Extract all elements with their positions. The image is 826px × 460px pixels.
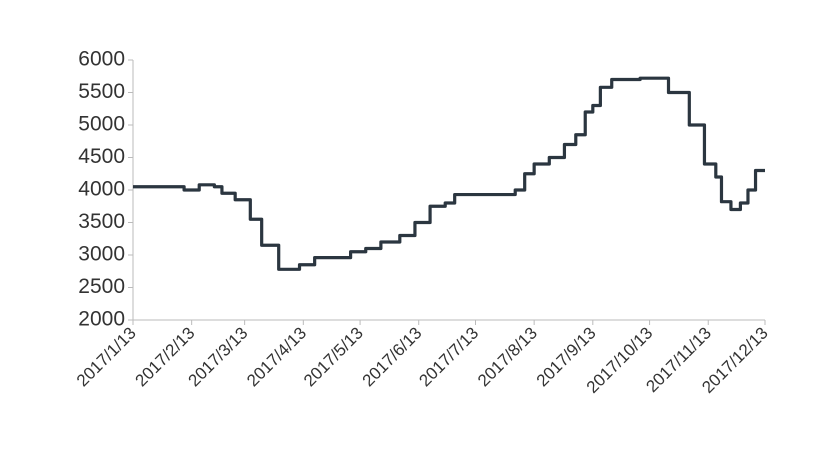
y-tick-label: 5000 bbox=[78, 113, 125, 136]
y-tick-label: 3000 bbox=[78, 243, 125, 266]
x-tick-label: 2017/7/13 bbox=[415, 323, 482, 390]
x-tick-label: 2017/8/13 bbox=[474, 323, 541, 390]
x-tick-label: 2017/4/13 bbox=[243, 323, 310, 390]
y-tick-label: 3500 bbox=[78, 210, 125, 233]
y-tick-label: 6000 bbox=[78, 48, 125, 71]
y-tick-label: 4500 bbox=[78, 145, 125, 168]
line bbox=[133, 76, 765, 271]
y-tick-label: 5500 bbox=[78, 80, 125, 103]
y-tick-label: 4000 bbox=[78, 178, 125, 201]
y-tick-label: 2000 bbox=[78, 308, 125, 331]
x-tick-label: 2017/1/13 bbox=[73, 323, 140, 390]
x-tick-label: 2017/5/13 bbox=[300, 323, 367, 390]
y-tick-label: 2500 bbox=[78, 275, 125, 298]
x-tick-label: 2017/6/13 bbox=[359, 323, 426, 390]
